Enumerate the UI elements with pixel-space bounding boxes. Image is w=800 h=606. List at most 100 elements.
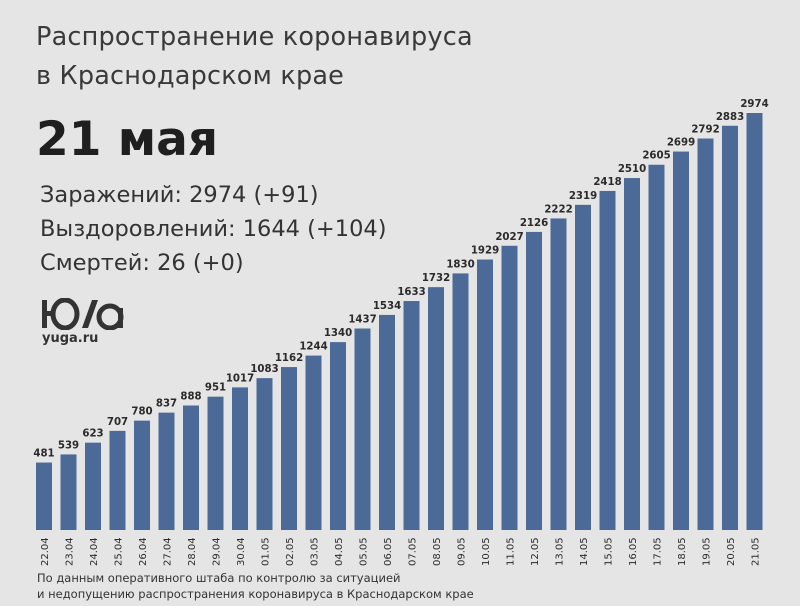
bar-27.04	[158, 412, 175, 530]
bar-21.05	[746, 113, 763, 530]
tick-label-20.05: 20.05	[726, 537, 737, 566]
tick-label-06.05: 06.05	[383, 537, 394, 566]
tick-label-25.04: 25.04	[114, 537, 125, 566]
bar-10.05	[477, 259, 493, 530]
tick-label-16.05: 16.05	[628, 537, 639, 566]
tick-label-29.04: 29.04	[212, 537, 223, 566]
data-label-15.05: 2418	[593, 177, 621, 188]
data-label-05.05: 1437	[348, 315, 376, 326]
bar-23.04	[60, 454, 77, 530]
title-line-1: Распространение коронавируса	[36, 22, 473, 52]
bar-29.04	[207, 396, 224, 530]
bar-09.05	[452, 273, 469, 530]
tick-label-28.04: 28.04	[187, 537, 198, 566]
tick-label-02.05: 02.05	[285, 537, 296, 566]
bar-06.05	[379, 314, 395, 530]
chart-title: Распространение коронавируса в Краснодар…	[36, 18, 473, 96]
bar-25.04	[109, 430, 126, 530]
bar-04.05	[330, 342, 346, 530]
data-label-11.05: 2027	[495, 232, 523, 243]
data-label-07.05: 1633	[397, 287, 425, 298]
bar-15.05	[599, 190, 616, 530]
logo-site: yuga.ru	[42, 331, 99, 346]
data-label-22.04: 481	[33, 449, 54, 460]
stat-recovered: Выздоровлений: 1644 (+104)	[40, 216, 387, 242]
stats-block: Заражений: 2974 (+91) Выздоровлений: 164…	[40, 178, 386, 280]
tick-label-08.05: 08.05	[432, 537, 443, 566]
tick-label-27.04: 27.04	[163, 537, 174, 566]
stat-deaths: Смертей: 26 (+0)	[40, 250, 244, 276]
source-line-2: и недопущению распространения коронавиру…	[37, 587, 474, 601]
data-label-01.05: 1083	[250, 364, 278, 375]
data-label-12.05: 2126	[520, 218, 548, 229]
bar-22.04	[36, 462, 52, 530]
tick-label-18.05: 18.05	[677, 537, 688, 566]
tick-label-07.05: 07.05	[408, 537, 419, 566]
bar-28.04	[183, 405, 199, 530]
bar-02.05	[281, 367, 297, 530]
bar-11.05	[501, 245, 518, 530]
data-label-30.04: 1017	[226, 373, 254, 384]
tick-label-22.04: 22.04	[40, 537, 51, 566]
source-note: По данным оперативного штаба по контролю…	[37, 570, 474, 602]
tick-label-17.05: 17.05	[653, 537, 664, 566]
bar-13.05	[550, 218, 567, 530]
bar-24.04	[85, 442, 101, 530]
tick-label-01.05: 01.05	[261, 537, 272, 566]
data-label-29.04: 951	[205, 383, 226, 394]
tick-label-26.04: 26.04	[138, 537, 149, 566]
data-label-18.05: 2699	[667, 138, 695, 149]
data-label-14.05: 2319	[569, 191, 597, 202]
data-label-27.04: 837	[156, 399, 177, 410]
data-label-28.04: 888	[180, 391, 201, 402]
data-label-26.04: 780	[131, 407, 152, 418]
tick-label-24.04: 24.04	[89, 537, 100, 566]
data-label-24.04: 623	[82, 429, 103, 440]
data-label-21.05: 2974	[740, 99, 768, 110]
tick-label-10.05: 10.05	[481, 537, 492, 566]
bar-07.05	[403, 301, 420, 530]
data-label-19.05: 2792	[691, 125, 719, 136]
bar-03.05	[305, 355, 322, 530]
stat-infected: Заражений: 2974 (+91)	[40, 182, 319, 208]
bar-05.05	[354, 328, 371, 530]
bar-19.05	[697, 138, 714, 530]
source-line-1: По данным оперативного штаба по контролю…	[37, 571, 401, 585]
tick-label-23.04: 23.04	[65, 537, 76, 566]
tick-label-21.05: 21.05	[751, 537, 762, 566]
bar-14.05	[575, 204, 591, 531]
data-label-17.05: 2605	[642, 151, 670, 162]
data-label-03.05: 1244	[299, 342, 327, 353]
data-label-02.05: 1162	[275, 353, 303, 364]
bar-20.05	[722, 125, 738, 530]
tick-label-05.05: 05.05	[359, 537, 370, 566]
tick-label-03.05: 03.05	[310, 537, 321, 566]
data-label-20.05: 2883	[716, 112, 744, 123]
tick-label-12.05: 12.05	[530, 537, 541, 566]
data-label-10.05: 1929	[471, 246, 499, 257]
data-label-13.05: 2222	[544, 204, 572, 215]
date-heading: 21 мая	[36, 112, 219, 167]
tick-label-11.05: 11.05	[506, 537, 517, 566]
bar-26.04	[134, 420, 150, 530]
data-label-09.05: 1830	[446, 259, 474, 270]
bar-18.05	[673, 151, 689, 530]
data-label-08.05: 1732	[422, 273, 450, 284]
data-label-23.04: 539	[58, 440, 79, 451]
bar-17.05	[648, 164, 665, 530]
bar-01.05	[256, 378, 273, 530]
data-label-25.04: 707	[107, 417, 128, 428]
bar-16.05	[624, 178, 640, 530]
data-label-16.05: 2510	[618, 164, 646, 175]
bar-12.05	[526, 231, 542, 531]
yuga-logo: yuga.ru	[40, 298, 130, 353]
tick-label-09.05: 09.05	[457, 537, 468, 566]
tick-label-04.05: 04.05	[334, 537, 345, 566]
bar-08.05	[428, 287, 444, 530]
title-line-2: в Краснодарском крае	[36, 61, 345, 91]
tick-label-30.04: 30.04	[236, 537, 247, 566]
bar-30.04	[232, 387, 248, 530]
tick-label-13.05: 13.05	[555, 537, 566, 566]
tick-label-15.05: 15.05	[604, 537, 615, 566]
